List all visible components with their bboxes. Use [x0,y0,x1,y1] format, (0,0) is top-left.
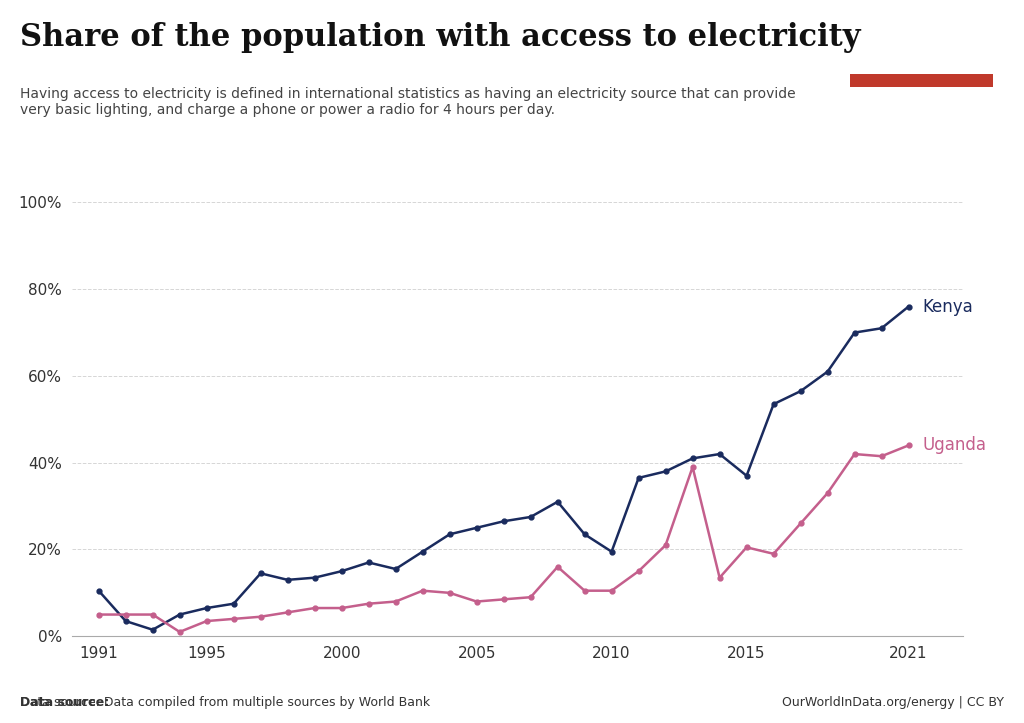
Text: OurWorldInData.org/energy | CC BY: OurWorldInData.org/energy | CC BY [781,696,1004,709]
Text: Our World: Our World [886,33,957,46]
Text: Kenya: Kenya [922,298,973,315]
Text: Data source:: Data source: [20,696,110,709]
Text: in Data: in Data [896,55,947,68]
Text: Data source: Data compiled from multiple sources by World Bank: Data source: Data compiled from multiple… [20,696,431,709]
FancyBboxPatch shape [850,74,993,87]
Text: Having access to electricity is defined in international statistics as having an: Having access to electricity is defined … [20,87,796,117]
Text: Share of the population with access to electricity: Share of the population with access to e… [20,22,861,53]
Text: Uganda: Uganda [922,437,986,454]
